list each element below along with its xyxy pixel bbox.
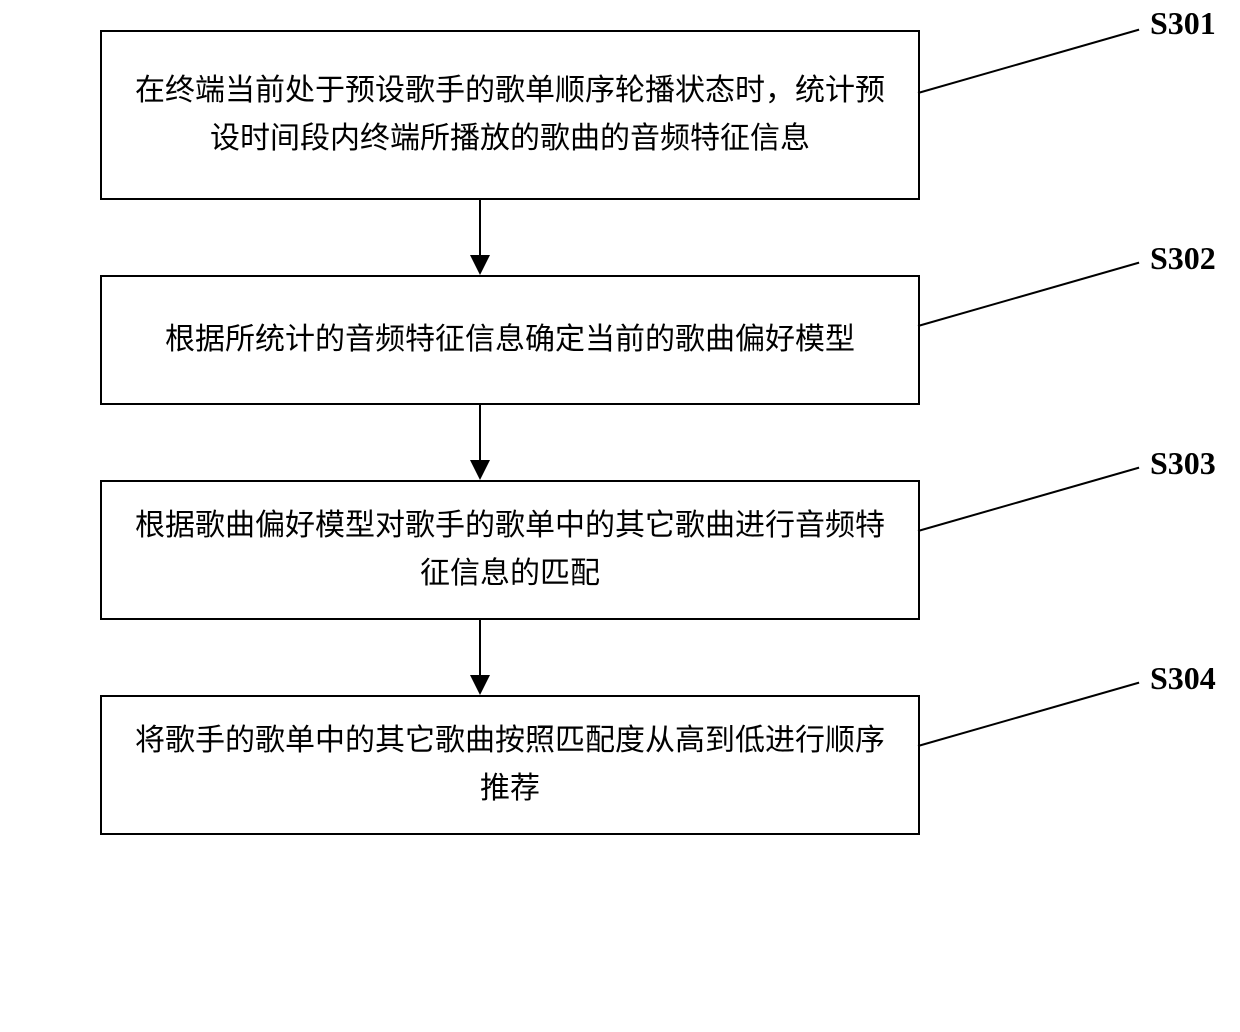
arrow-head-2 bbox=[470, 460, 490, 480]
connector-line-2 bbox=[918, 262, 1140, 327]
arrow-head-1 bbox=[470, 255, 490, 275]
step-text-4: 将歌手的歌单中的其它歌曲按照匹配度从高到低进行顺序推荐 bbox=[132, 717, 888, 813]
connector-line-3 bbox=[918, 467, 1140, 532]
arrow-1 bbox=[470, 200, 490, 275]
step-label-1: S301 bbox=[1150, 5, 1216, 42]
step-box-2: 根据所统计的音频特征信息确定当前的歌曲偏好模型 bbox=[100, 275, 920, 405]
step-container-3: 根据歌曲偏好模型对歌手的歌单中的其它歌曲进行音频特征信息的匹配 S303 bbox=[60, 480, 1180, 620]
arrow-line-1 bbox=[479, 200, 481, 255]
step-label-4: S304 bbox=[1150, 660, 1216, 697]
step-container-1: 在终端当前处于预设歌手的歌单顺序轮播状态时，统计预设时间段内终端所播放的歌曲的音… bbox=[60, 30, 1180, 200]
arrow-head-3 bbox=[470, 675, 490, 695]
step-container-4: 将歌手的歌单中的其它歌曲按照匹配度从高到低进行顺序推荐 S304 bbox=[60, 695, 1180, 835]
step-box-4: 将歌手的歌单中的其它歌曲按照匹配度从高到低进行顺序推荐 bbox=[100, 695, 920, 835]
arrow-line-3 bbox=[479, 620, 481, 675]
connector-line-1 bbox=[918, 29, 1140, 94]
step-text-2: 根据所统计的音频特征信息确定当前的歌曲偏好模型 bbox=[165, 316, 855, 364]
arrow-line-2 bbox=[479, 405, 481, 460]
step-box-3: 根据歌曲偏好模型对歌手的歌单中的其它歌曲进行音频特征信息的匹配 bbox=[100, 480, 920, 620]
step-text-1: 在终端当前处于预设歌手的歌单顺序轮播状态时，统计预设时间段内终端所播放的歌曲的音… bbox=[132, 67, 888, 163]
arrow-3 bbox=[470, 620, 490, 695]
flowchart-container: 在终端当前处于预设歌手的歌单顺序轮播状态时，统计预设时间段内终端所播放的歌曲的音… bbox=[60, 30, 1180, 835]
step-box-1: 在终端当前处于预设歌手的歌单顺序轮播状态时，统计预设时间段内终端所播放的歌曲的音… bbox=[100, 30, 920, 200]
step-container-2: 根据所统计的音频特征信息确定当前的歌曲偏好模型 S302 bbox=[60, 275, 1180, 405]
step-label-2: S302 bbox=[1150, 240, 1216, 277]
step-text-3: 根据歌曲偏好模型对歌手的歌单中的其它歌曲进行音频特征信息的匹配 bbox=[132, 502, 888, 598]
arrow-2 bbox=[470, 405, 490, 480]
step-label-3: S303 bbox=[1150, 445, 1216, 482]
connector-line-4 bbox=[918, 682, 1140, 747]
